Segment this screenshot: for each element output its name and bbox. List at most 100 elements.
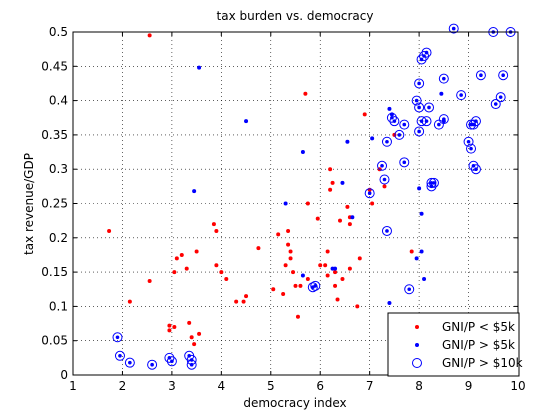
data-point-center-dot (392, 119, 397, 123)
data-point-gnip-gt-5k (387, 300, 392, 305)
data-points (107, 23, 516, 370)
data-point-gnip-gt-10k (124, 357, 135, 368)
legend-label-gnip-lt-5k: GNI/P < $5k (442, 320, 515, 334)
y-tick-label: 0.5 (49, 25, 68, 39)
data-point-gnip-gt-10k (164, 352, 175, 363)
data-point-gnip-lt-5k (318, 263, 323, 268)
data-point-center-dot (424, 119, 429, 123)
data-point-center-dot (442, 76, 446, 81)
data-point-gnip-lt-5k (345, 204, 350, 209)
data-point-gnip-gt-5k (244, 119, 249, 124)
data-point-gnip-gt-5k (350, 215, 355, 220)
data-point-gnip-gt-5k (300, 273, 305, 278)
data-point-gnip-lt-5k (167, 328, 172, 333)
data-point-gnip-lt-5k (286, 242, 291, 247)
data-point-gnip-gt-10k (470, 164, 481, 175)
data-point-gnip-gt-10k (114, 350, 125, 361)
data-point-gnip-lt-5k (283, 263, 288, 268)
data-point-gnip-gt-10k (421, 47, 432, 58)
data-point-gnip-lt-5k (347, 222, 352, 227)
data-point-gnip-gt-10k (426, 181, 437, 192)
data-point-gnip-gt-10k (438, 73, 449, 84)
data-point-center-dot (501, 73, 505, 78)
data-point-gnip-lt-5k (382, 184, 387, 189)
data-point-gnip-gt-10k (310, 280, 321, 291)
data-point-gnip-gt-10k (394, 129, 405, 140)
x-tick-label: 7 (366, 379, 374, 393)
x-tick-label: 1 (69, 379, 77, 393)
x-tick-label: 10 (510, 379, 525, 393)
data-point-gnip-gt-10k (112, 332, 123, 343)
data-point-gnip-lt-5k (293, 283, 298, 288)
data-point-center-dot (402, 160, 407, 165)
y-tick-label: 0.35 (41, 128, 68, 142)
data-point-gnip-lt-5k (340, 276, 345, 281)
legend-marker-red-dot (415, 325, 419, 329)
data-point-gnip-gt-10k (466, 143, 477, 154)
data-point-gnip-lt-5k (256, 246, 261, 251)
data-point-center-dot (118, 353, 122, 358)
data-point-center-dot (402, 122, 407, 127)
data-point-gnip-lt-5k (286, 228, 291, 233)
data-point-gnip-lt-5k (194, 249, 199, 254)
axis-ticks: 1 2 3 4 5 6 7 8 9 10 0 0.05 0.1 0.15 0.2 0.25 0.3 0.35 0.4… (41, 25, 525, 393)
data-point-gnip-lt-5k (305, 276, 310, 281)
data-point-center-dot (474, 119, 478, 123)
y-tick-label: 0.05 (41, 334, 68, 348)
data-point-gnip-lt-5k (362, 112, 367, 117)
data-point-gnip-gt-10k (377, 160, 388, 171)
data-point-center-dot (427, 105, 431, 110)
data-point-center-dot (382, 177, 387, 182)
data-point-center-dot (424, 50, 429, 55)
data-point-gnip-gt-10k (389, 116, 400, 127)
data-point-gnip-gt-5k (419, 211, 424, 216)
data-point-center-dot (189, 358, 194, 362)
data-point-gnip-gt-10k (307, 282, 318, 293)
data-point-gnip-gt-5k (439, 91, 444, 96)
data-point-gnip-lt-5k (167, 323, 172, 328)
legend-label-gnip-gt-5k: GNI/P > $5k (442, 338, 515, 352)
y-axis-title: tax revenue/GDP (22, 153, 36, 255)
data-point-gnip-gt-10k (495, 92, 506, 103)
data-point-center-dot (417, 105, 421, 110)
data-point-gnip-gt-10k (414, 126, 425, 137)
data-point-center-dot (385, 229, 389, 233)
data-point-center-dot (115, 335, 120, 340)
data-point-gnip-lt-5k (189, 335, 194, 340)
data-point-gnip-lt-5k (370, 201, 375, 206)
data-point-gnip-gt-10k (438, 114, 449, 125)
data-point-gnip-lt-5k (127, 299, 132, 304)
legend-marker-blue-dot (415, 343, 419, 347)
data-point-gnip-gt-10k (433, 119, 444, 130)
data-point-gnip-lt-5k (333, 283, 338, 288)
data-point-gnip-gt-10k (428, 177, 439, 188)
y-tick-label: 0.4 (49, 94, 68, 108)
data-point-gnip-gt-5k (414, 256, 419, 261)
data-point-gnip-lt-5k (357, 256, 362, 261)
data-point-center-dot (414, 98, 419, 103)
data-point-gnip-lt-5k (288, 256, 293, 261)
data-point-gnip-lt-5k (305, 201, 310, 206)
data-point-center-dot (498, 95, 503, 99)
data-point-gnip-lt-5k (192, 342, 197, 347)
data-point-gnip-gt-10k (399, 119, 410, 130)
data-point-gnip-gt-10k (364, 188, 375, 199)
data-point-gnip-gt-5k (417, 186, 422, 191)
data-point-gnip-gt-10k (386, 112, 397, 123)
data-point-gnip-gt-10k (456, 90, 467, 101)
data-point-gnip-gt-10k (490, 99, 501, 110)
x-tick-label: 8 (415, 379, 423, 393)
data-point-gnip-gt-10k (416, 54, 427, 65)
data-point-gnip-gt-10k (381, 136, 392, 147)
data-point-gnip-gt-5k (333, 266, 338, 271)
x-tick-label: 3 (168, 379, 176, 393)
data-point-gnip-gt-10k (468, 119, 479, 130)
data-point-center-dot (380, 163, 384, 168)
data-point-gnip-lt-5k (214, 228, 219, 233)
data-point-gnip-gt-5k (192, 189, 197, 194)
data-point-gnip-lt-5k (328, 187, 333, 192)
data-point-gnip-gt-10k (475, 70, 486, 81)
data-point-gnip-gt-10k (463, 136, 474, 147)
data-point-gnip-lt-5k (288, 249, 293, 254)
data-point-gnip-gt-10k (424, 102, 434, 113)
